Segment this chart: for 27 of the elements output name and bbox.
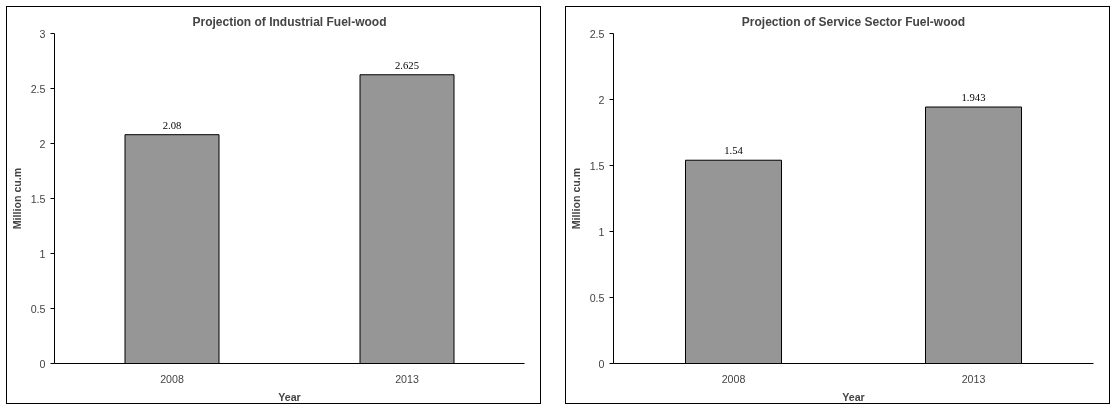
data-label: 1.54 (724, 145, 744, 157)
y-tick-label: 0.5 (589, 291, 605, 304)
y-tick-label: 1.5 (30, 192, 46, 205)
y-tick-label: 0 (598, 357, 605, 370)
y-tick-label: 0 (39, 357, 46, 370)
chart-title: Projection of Service Sector Fuel-wood (741, 14, 966, 29)
y-tick-label: 0.5 (30, 302, 46, 315)
x-axis-title: Year (842, 390, 865, 403)
y-axis-title: Million cu.m (10, 167, 23, 230)
y-tick-label: 1.5 (589, 159, 605, 172)
y-tick-label: 2.5 (589, 27, 605, 40)
data-label: 2.625 (395, 59, 419, 71)
x-tick-label: 2008 (160, 372, 184, 385)
data-label: 1.943 (961, 92, 986, 104)
y-tick-label: 2 (598, 93, 605, 106)
x-tick-label: 2013 (395, 372, 419, 385)
y-tick-label: 2.5 (30, 82, 46, 95)
y-tick-label: 1 (598, 225, 605, 238)
chart-title: Projection of Industrial Fuel-wood (192, 14, 387, 29)
data-label: 2.08 (162, 119, 182, 131)
y-tick-label: 2 (39, 137, 46, 150)
x-tick-label: 2008 (721, 372, 746, 385)
x-tick-label: 2013 (961, 372, 986, 385)
y-axis-title: Million cu.m (569, 167, 582, 230)
y-tick-label: 1 (39, 247, 46, 260)
y-tick-label: 3 (39, 27, 46, 40)
x-axis-title: Year (278, 390, 301, 403)
